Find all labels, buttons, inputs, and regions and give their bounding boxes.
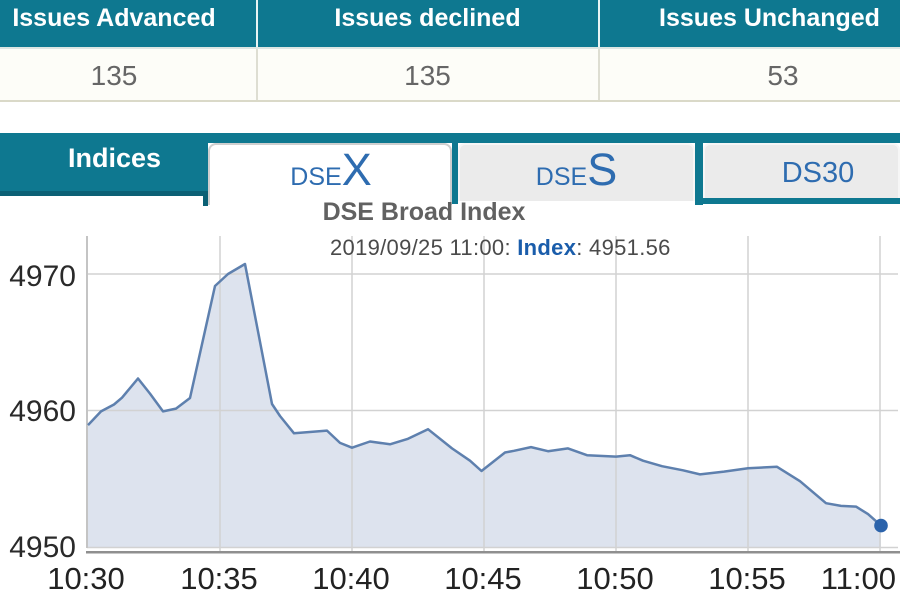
svg-text:10:45: 10:45 — [444, 561, 522, 596]
svg-text:4960: 4960 — [9, 395, 76, 428]
svg-text:10:35: 10:35 — [180, 561, 258, 596]
svg-text:4970: 4970 — [9, 260, 76, 293]
svg-text:10:40: 10:40 — [312, 561, 390, 596]
svg-text:10:30: 10:30 — [47, 561, 125, 596]
svg-text:DSE Broad Index: DSE Broad Index — [323, 198, 526, 226]
svg-text:10:55: 10:55 — [708, 561, 786, 596]
svg-text:4950: 4950 — [9, 531, 76, 564]
svg-text:10:50: 10:50 — [576, 561, 654, 596]
svg-text:2019/09/25 11:00: Index: 4951.: 2019/09/25 11:00: Index: 4951.56 — [330, 235, 671, 260]
svg-text:11:00: 11:00 — [821, 561, 896, 596]
